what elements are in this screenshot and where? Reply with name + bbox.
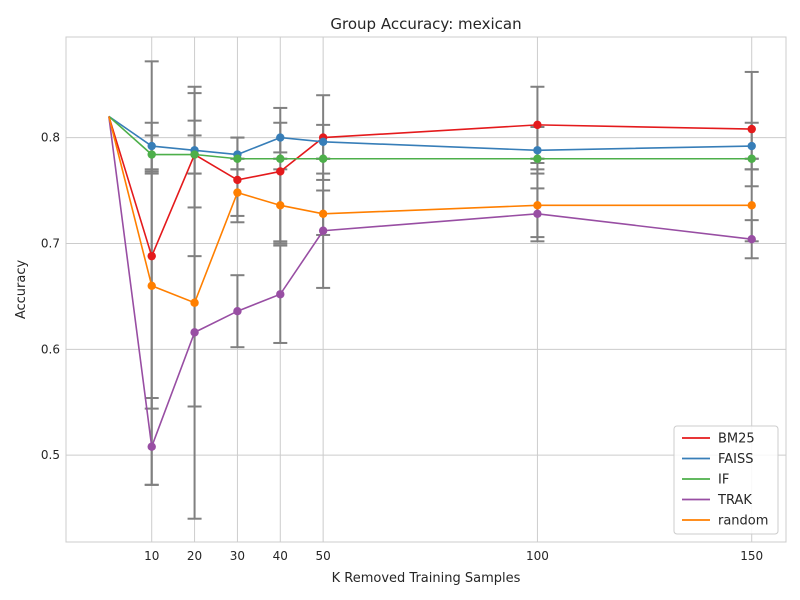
data-point	[318, 137, 328, 147]
data-point	[233, 307, 242, 316]
x-tick-label: 50	[316, 549, 331, 563]
x-tick-label: 150	[740, 549, 763, 563]
data-point	[747, 154, 756, 163]
data-point	[233, 188, 242, 197]
data-point	[747, 124, 756, 134]
series-line	[108, 116, 752, 259]
legend: BM25 FAISS IF TRAK random	[673, 425, 779, 535]
data-point	[233, 175, 242, 185]
series-line	[108, 115, 752, 160]
data-point	[318, 209, 328, 219]
series-line	[108, 115, 752, 156]
y-tick-label: 0.6	[41, 342, 60, 356]
data-point	[318, 226, 328, 235]
data-point	[190, 298, 199, 307]
data-point	[276, 133, 285, 142]
legend-label: TRAK	[717, 493, 752, 508]
x-tick-label: 40	[273, 549, 288, 563]
data-point	[190, 150, 199, 159]
data-point	[747, 141, 756, 151]
y-tick-label: 0.7	[41, 236, 60, 250]
data-point	[533, 209, 542, 219]
data-point	[147, 281, 156, 290]
legend-label: IF	[718, 473, 729, 488]
data-point	[533, 154, 542, 163]
data-point	[190, 328, 199, 337]
x-tick-label: 10	[144, 549, 159, 563]
y-axis-title: Accuracy	[14, 260, 29, 320]
data-point	[276, 201, 285, 210]
legend-label: random	[718, 514, 768, 529]
series-lines	[108, 115, 756, 451]
data-point	[147, 150, 156, 159]
tick-labels: 10 20 30 40 50 100 150 0.5 0.6 0.7 0.8	[41, 131, 763, 563]
data-point	[233, 154, 242, 163]
legend-box	[673, 425, 779, 535]
data-point	[276, 167, 285, 176]
legend-label: BM25	[718, 432, 755, 447]
legend-label: FAISS	[718, 452, 754, 467]
data-point	[147, 442, 156, 451]
x-axis-title: K Removed Training Samples	[332, 571, 521, 586]
y-tick-label: 0.8	[41, 131, 60, 145]
data-point	[276, 154, 285, 163]
data-point	[147, 141, 156, 151]
series-random	[108, 116, 756, 307]
series-trak	[108, 116, 756, 451]
data-point	[533, 201, 542, 210]
data-point	[747, 235, 756, 244]
series-line	[108, 116, 752, 304]
data-point	[747, 201, 756, 210]
data-point	[276, 290, 285, 299]
x-tick-label: 30	[230, 549, 245, 563]
data-point	[533, 146, 542, 155]
series-line	[108, 116, 752, 447]
data-point	[533, 120, 542, 130]
data-point	[318, 154, 328, 163]
series-if	[108, 115, 756, 163]
x-tick-label: 100	[526, 549, 549, 563]
chart-title: Group Accuracy: mexican	[330, 15, 521, 33]
data-point	[147, 251, 156, 261]
plot-frame	[65, 36, 787, 543]
x-tick-label: 20	[187, 549, 202, 563]
y-tick-label: 0.5	[41, 448, 60, 462]
